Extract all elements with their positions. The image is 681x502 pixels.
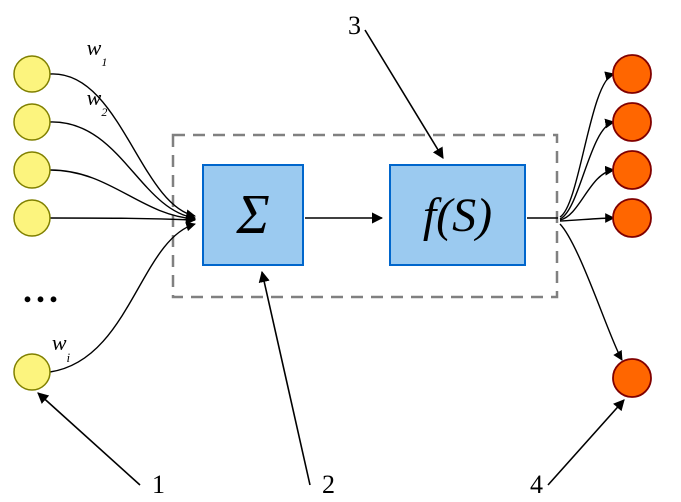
input-ellipsis: ... [23,270,62,310]
callout-label: 1 [152,470,165,499]
output-arrow [560,224,622,360]
input-node [14,104,50,140]
weight-label: w1 [87,35,108,69]
output-arrow [560,74,614,217]
callout-arrow [262,272,310,485]
activation-label: f(S) [423,189,492,242]
weight-label: wi [52,330,71,365]
output-node [613,359,651,397]
output-node [613,55,651,93]
input-node [14,152,50,188]
output-arrow [560,170,614,220]
callout-label: 2 [322,470,335,499]
callout-arrow [548,400,624,485]
input-node [14,56,50,92]
output-node [613,103,651,141]
weight-label: w2 [87,85,108,119]
output-node [613,199,651,237]
output-arrow [560,218,614,221]
output-node [613,151,651,189]
callout-arrow [365,30,443,158]
input-node [14,354,50,390]
callout-arrow [38,393,140,485]
input-node [14,200,50,236]
sum-label: Σ [235,184,269,246]
callout-label: 4 [530,470,543,499]
callout-label: 3 [348,11,361,40]
